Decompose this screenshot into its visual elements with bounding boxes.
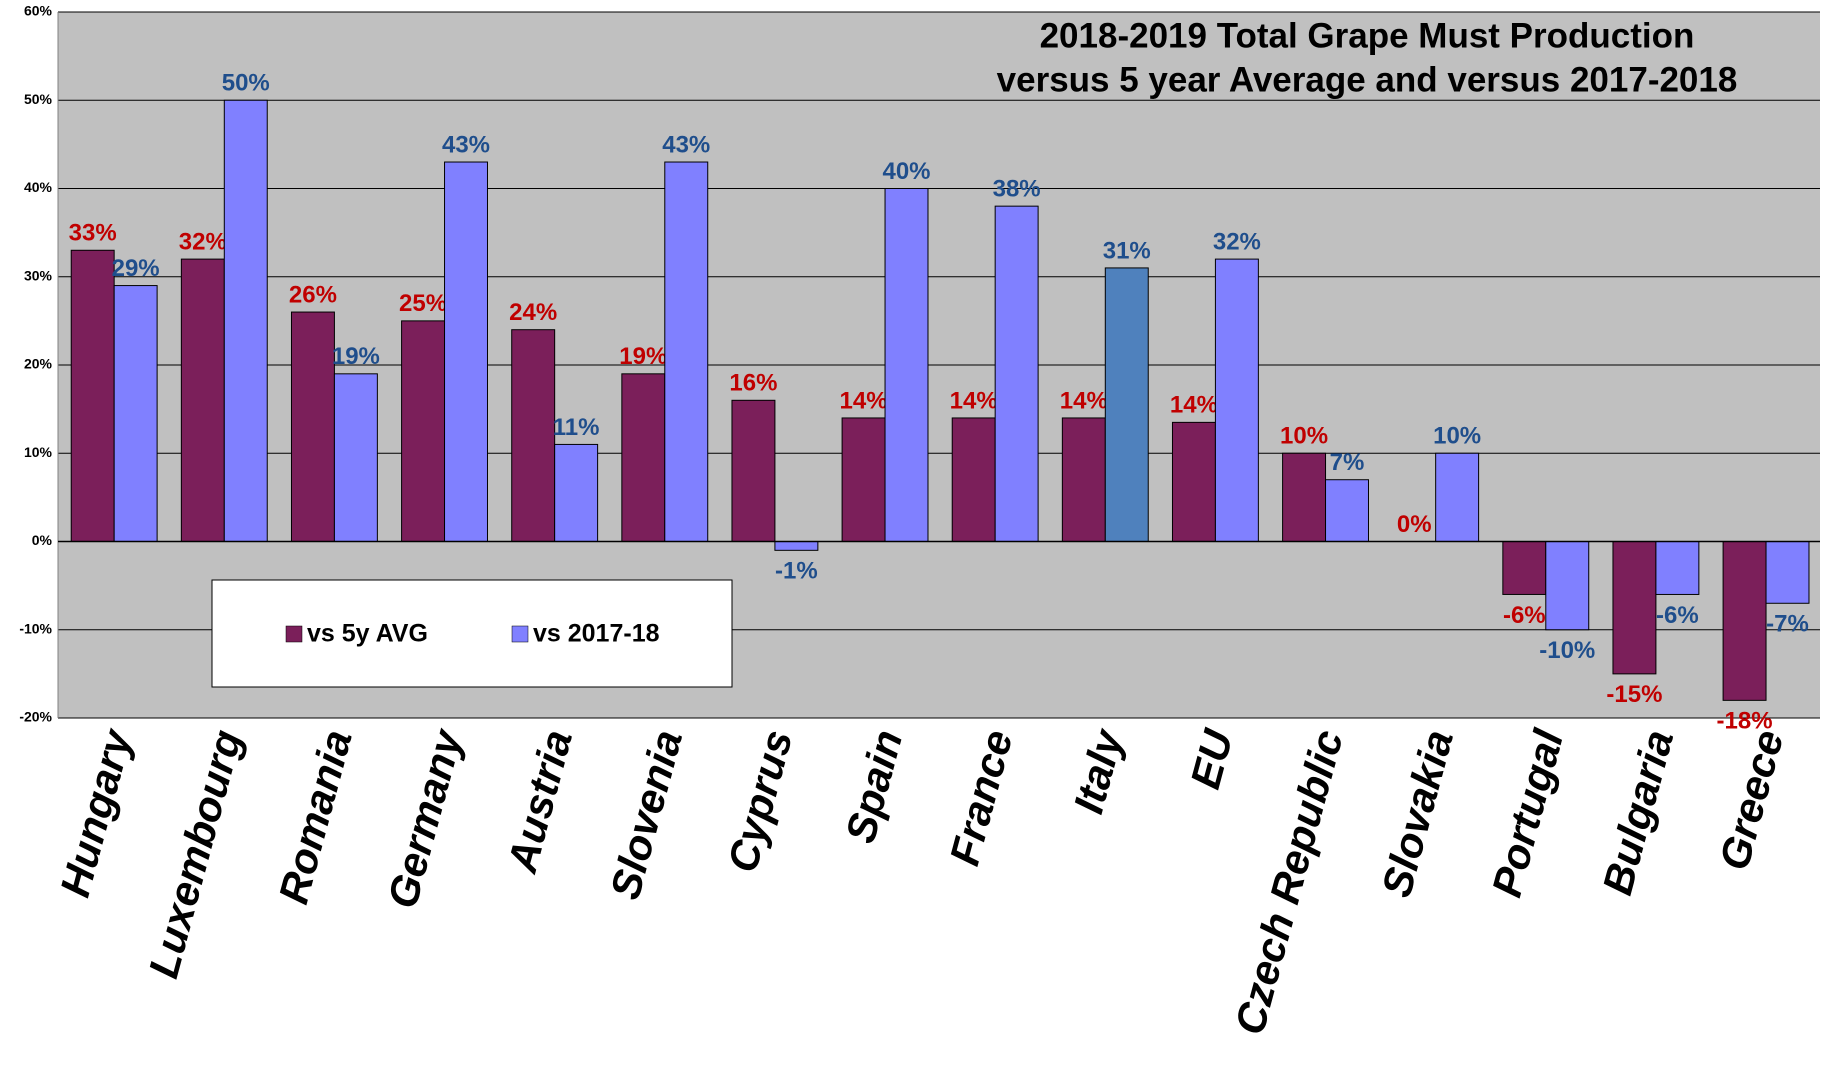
x-tick-label: Bulgaria [1593,725,1682,899]
data-label: 43% [662,131,710,158]
data-label: 26% [289,281,337,308]
x-tick-label: Luxembourg [139,725,250,983]
data-label: -6% [1656,602,1699,629]
bar [180,258,225,542]
bar [1655,541,1700,595]
bar [511,329,556,543]
data-label: 50% [222,70,270,97]
y-tick-label: 0% [32,532,53,548]
bar [1765,541,1810,604]
data-label: -1% [775,558,818,585]
x-tick-label: Romania [269,725,360,908]
bar [774,541,819,551]
chart-title: 2018-2019 Total Grape Must Production [1040,16,1695,55]
x-tick-label: Italy [1064,722,1132,818]
bar [731,399,776,542]
data-label: 14% [1170,392,1218,419]
data-label: 40% [882,158,930,185]
bar [1061,417,1106,543]
x-tick-label: France [940,725,1021,870]
bar [1612,541,1657,675]
data-label: 32% [1213,228,1261,255]
y-tick-label: 20% [24,356,53,372]
bar [113,285,158,543]
bar [1502,541,1547,595]
y-tick-label: 30% [24,267,53,283]
x-tick-label: Portugal [1483,724,1573,902]
x-tick-label: Slovakia [1372,725,1462,902]
data-label: -10% [1539,637,1595,664]
legend-swatch [285,625,303,643]
x-tick-label: EU [1181,723,1242,793]
data-label: 19% [619,343,667,370]
chart-title: versus 5 year Average and versus 2017-20… [997,60,1738,99]
bar [554,443,599,542]
x-tick-label: Spain [836,725,911,848]
x-tick-label: Slovenia [601,725,691,904]
data-label: 29% [112,255,160,282]
legend-label: vs 5y AVG [307,620,428,648]
data-label: 10% [1433,423,1481,450]
y-tick-label: 40% [24,179,53,195]
y-tick-label: -20% [19,709,52,725]
y-tick-label: -10% [19,620,52,636]
data-label: 11% [553,414,600,441]
x-tick-label: Czech Republic [1226,725,1352,1039]
bar [621,373,666,543]
bar [70,249,115,542]
legend-label: vs 2017-18 [533,620,660,648]
x-tick-label: Hungary [51,722,141,901]
legend-swatch [511,625,529,643]
data-label: 14% [950,387,998,414]
bar [1722,541,1767,701]
x-tick-label: Austria [498,725,581,878]
y-tick-label: 10% [24,444,53,460]
bar [994,205,1039,542]
bar [1282,452,1327,542]
data-label: 43% [442,131,490,158]
bar [401,320,446,542]
x-tick-label: Greece [1710,725,1792,875]
bar [444,161,488,542]
bar [1435,452,1480,542]
bar [1104,267,1149,542]
y-tick-label: 60% [24,3,53,19]
bar [290,311,335,542]
data-label: 38% [993,175,1041,202]
y-tick-label: 50% [24,91,53,107]
x-tick-label: Germany [378,722,471,913]
data-label: 10% [1280,423,1328,450]
data-label: 0% [1397,511,1432,538]
data-label: 16% [729,370,777,397]
bar [1214,258,1259,542]
data-label: 14% [840,387,888,414]
bar [951,417,996,543]
data-label: 25% [399,290,447,317]
bar [1545,541,1590,631]
data-label: 31% [1103,237,1151,264]
bar [884,188,929,542]
bar [841,417,886,543]
data-label: 24% [509,299,557,326]
data-label: 19% [332,343,380,370]
bar [664,161,709,542]
data-label: -15% [1606,681,1662,708]
bar [1171,421,1216,542]
data-label: 33% [69,220,117,247]
bar [223,99,268,542]
data-label: 14% [1060,387,1108,414]
data-label: -6% [1503,602,1546,629]
bar [333,373,378,543]
data-label: -18% [1717,708,1773,735]
data-label: -7% [1766,611,1809,638]
bar [1325,479,1369,543]
data-label: 32% [179,228,227,255]
x-tick-label: Cyprus [718,725,801,877]
data-label: 7% [1330,449,1365,476]
